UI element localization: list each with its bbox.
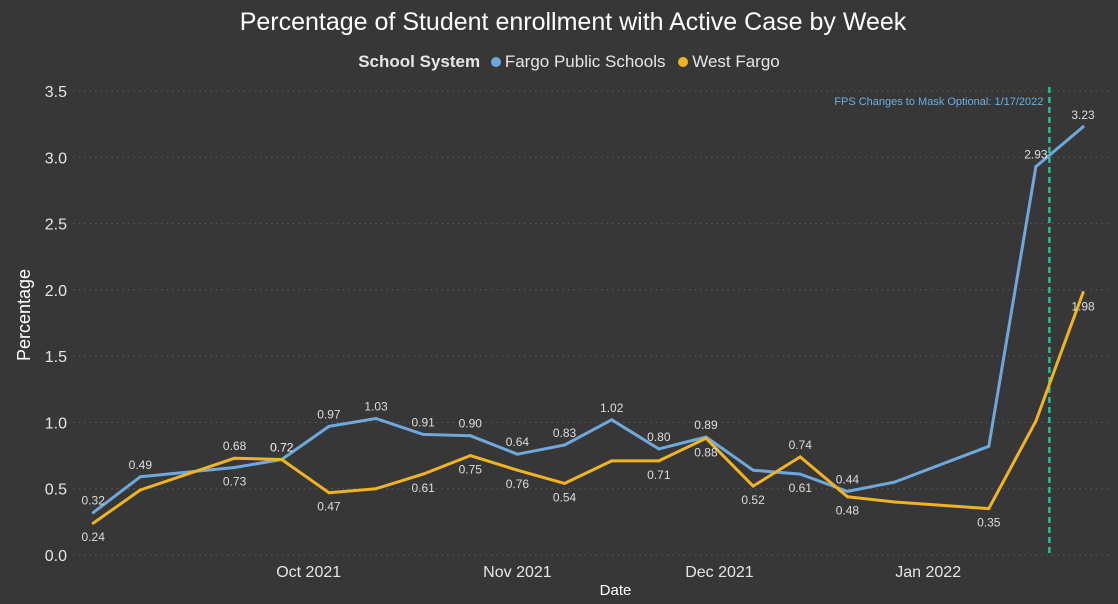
data-label: 0.88 [694,445,718,459]
legend-title: School System [358,52,481,71]
data-point [845,489,849,493]
data-point [610,418,614,422]
chart-title: Percentage of Student enrollment with Ac… [239,8,907,36]
data-point [845,495,849,499]
series-line-fargo [92,125,1085,514]
data-label: 0.32 [82,494,106,508]
x-tick-label: Oct 2021 [276,564,341,581]
data-point [563,481,567,485]
data-point [987,444,991,448]
data-label: 0.73 [223,475,247,489]
data-point [233,456,237,460]
data-label: 0.89 [694,418,718,432]
data-point [1034,419,1038,423]
data-point [468,434,472,438]
data-point [138,488,142,492]
data-point [798,472,802,476]
data-point [91,521,95,525]
data-label: 0.80 [647,430,671,444]
data-label: 0.72 [270,441,294,455]
data-label: 0.91 [411,415,435,429]
data-label: 0.48 [836,504,860,518]
data-point [327,491,331,495]
data-label: 0.76 [506,477,530,491]
legend-item-west-fargo[interactable]: West Fargo [678,52,780,71]
data-point [138,475,142,479]
data-label: 0.24 [82,530,106,544]
data-point [563,443,567,447]
data-point [374,416,378,420]
data-point [704,436,708,440]
data-point [374,487,378,491]
legend: School System Fargo Public Schools West … [0,52,1118,72]
data-point [515,468,519,472]
data-label: 0.61 [789,481,813,495]
y-tick-label: 3.5 [45,84,67,101]
data-point [1081,291,1085,295]
data-point [893,500,897,504]
legend-label-fargo: Fargo Public Schools [504,52,666,71]
data-label: 0.97 [317,407,341,421]
y-tick-label: 2.5 [45,217,67,234]
data-label: 0.35 [977,516,1001,530]
data-label: 0.49 [129,458,153,472]
x-axis-title: Date [600,582,632,599]
data-label: 0.61 [411,481,435,495]
data-point [91,511,95,515]
x-tick-label: Nov 2021 [483,564,552,581]
data-point [421,432,425,436]
data-label: 0.71 [647,468,671,482]
x-tick-label: Jan 2022 [895,564,961,581]
data-label: 0.64 [506,435,530,449]
legend-dot-fargo [490,56,501,67]
legend-label-west-fargo: West Fargo [692,52,780,71]
y-tick-label: 3.0 [45,150,67,167]
data-label: 0.83 [553,426,577,440]
data-label: 0.52 [741,493,765,507]
data-label: 0.75 [459,463,483,477]
data-label: 3.23 [1071,108,1095,122]
data-label: 1.98 [1071,300,1095,314]
legend-item-fargo[interactable]: Fargo Public Schools [490,52,670,71]
data-point [657,447,661,451]
data-point [1034,165,1038,169]
data-point [1081,125,1085,129]
y-tick-label: 2.0 [45,283,67,300]
y-tick-label: 0.5 [45,482,67,499]
data-point [280,458,284,462]
data-point [657,459,661,463]
data-label: 2.93 [1024,148,1048,162]
data-point [233,466,237,470]
data-point [421,472,425,476]
data-label: 1.03 [364,399,388,413]
data-label: 0.72 [270,441,294,455]
y-tick-label: 1.0 [45,415,67,432]
annotation-label: FPS Changes to Mask Optional: 1/17/2022 [834,96,1043,108]
data-point [987,507,991,511]
data-point [515,452,519,456]
y-axis-title: Percentage [14,269,34,361]
data-point [751,484,755,488]
data-label: 1.02 [600,401,624,415]
x-tick-label: Dec 2021 [685,564,754,581]
data-label: 0.74 [789,438,813,452]
y-tick-label: 0.0 [45,548,67,565]
series-line-west-fargo [92,291,1085,525]
data-label: 0.47 [317,500,341,514]
data-point [327,424,331,428]
data-point [798,455,802,459]
y-tick-label: 1.5 [45,349,67,366]
data-label: 0.44 [836,472,860,486]
data-point [751,468,755,472]
data-label: 0.68 [223,439,247,453]
data-point [893,480,897,484]
data-label: 0.54 [553,490,577,504]
data-point [468,454,472,458]
legend-dot-west-fargo [678,56,689,67]
data-label: 0.90 [459,417,483,431]
data-point [610,459,614,463]
